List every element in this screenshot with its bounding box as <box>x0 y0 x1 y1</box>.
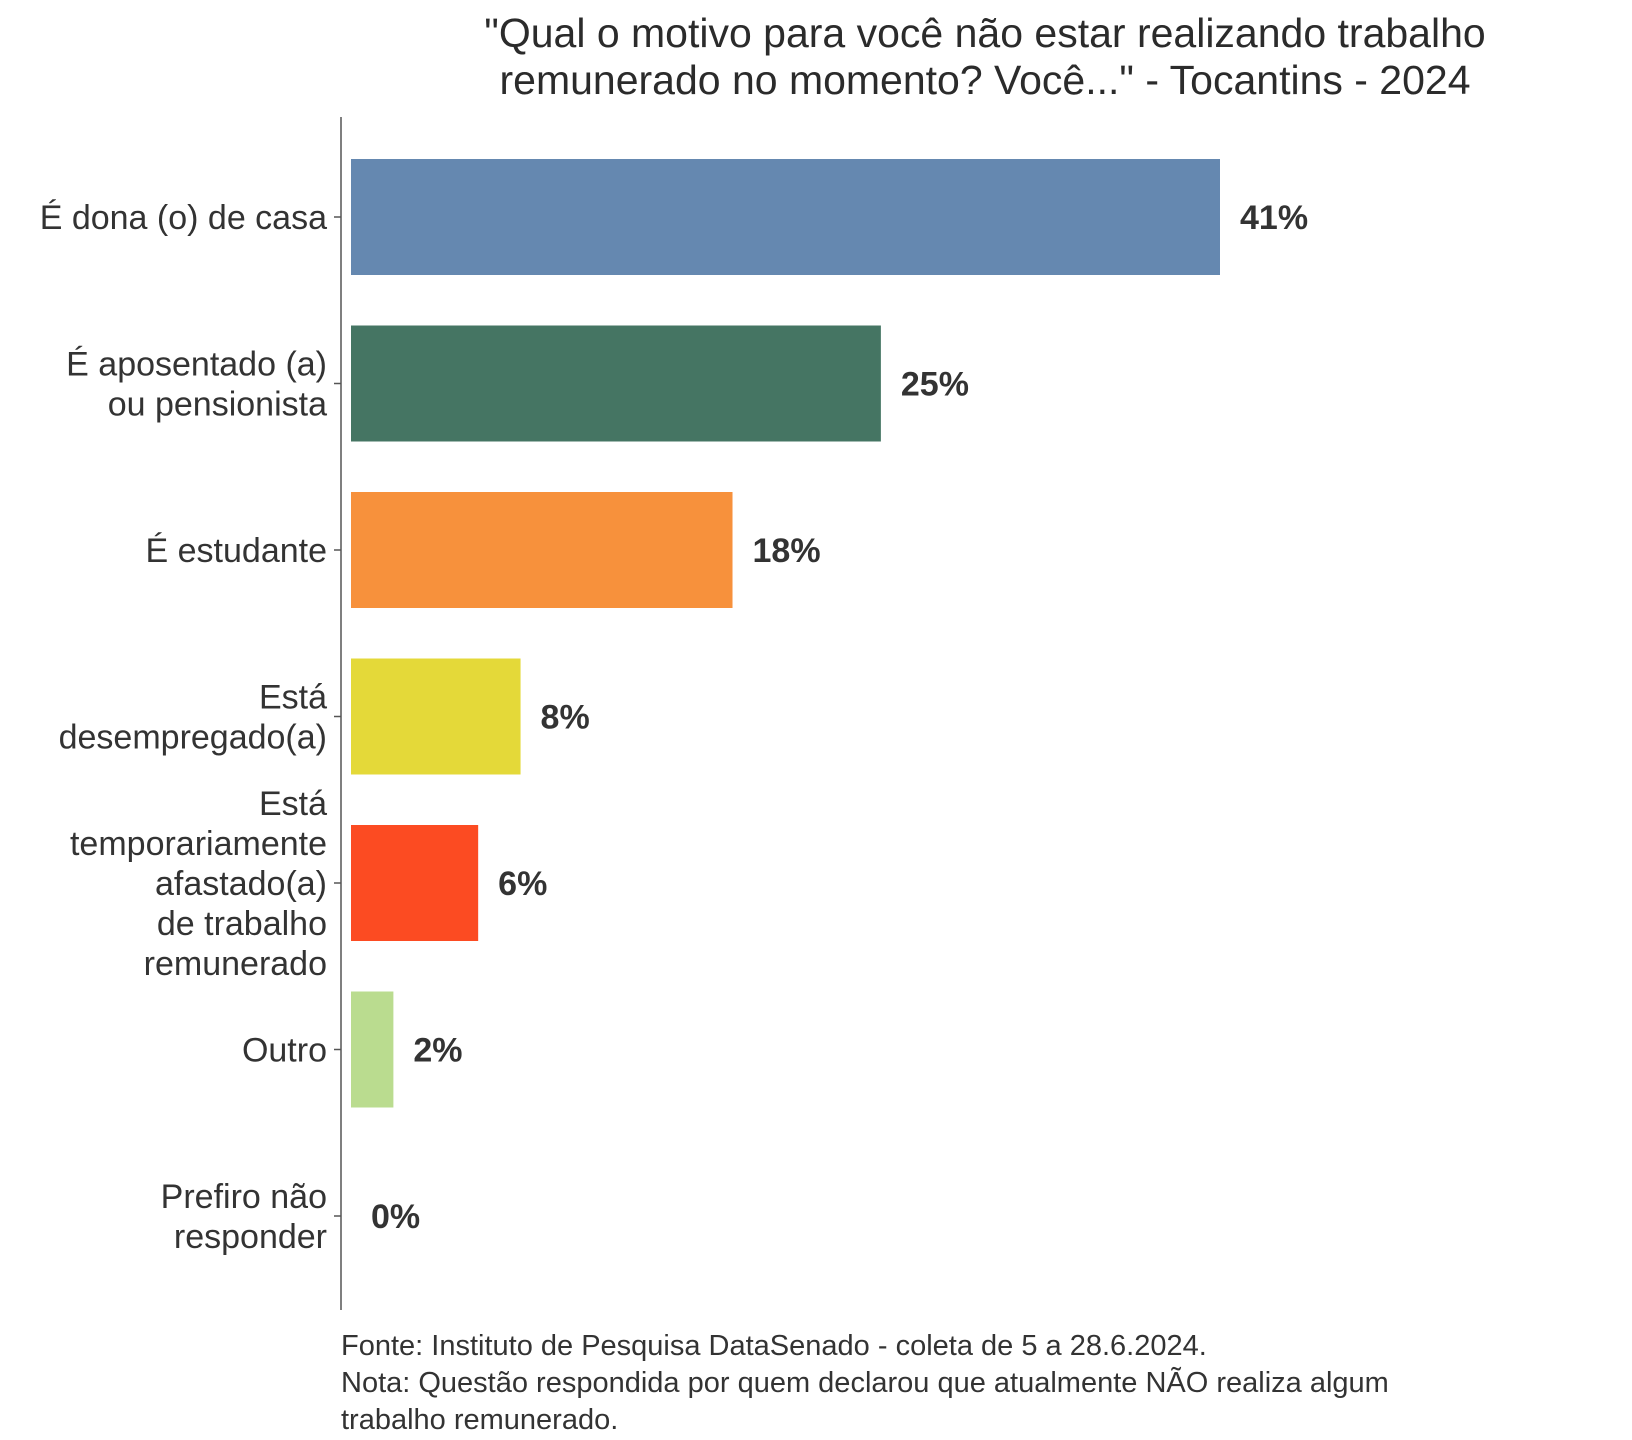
value-label-6: 0% <box>371 1198 420 1236</box>
category-label-5-line-0: Outro <box>242 1032 327 1070</box>
footnote-line-1: Nota: Questão respondida por quem declar… <box>341 1367 1389 1399</box>
category-label-4-line-4: remunerado <box>144 945 327 983</box>
category-label-3-line-1: desempregado(a) <box>59 719 327 757</box>
category-label-4-line-1: temporariamente <box>70 825 327 863</box>
value-label-4: 6% <box>498 865 547 903</box>
value-label-1: 25% <box>901 366 969 404</box>
category-label-6-line-1: responder <box>174 1218 327 1256</box>
category-label-3-line-0: Está <box>259 679 327 717</box>
chart-title-line-2: remunerado no momento? Você..." - Tocant… <box>499 57 1471 103</box>
value-label-3: 8% <box>541 699 590 737</box>
category-label-1-line-1: ou pensionista <box>108 386 327 424</box>
category-label-1-line-0: É aposentado (a) <box>66 346 327 384</box>
bar-5 <box>351 991 394 1108</box>
bar-1 <box>351 325 881 442</box>
chart-footer: Fonte: Instituto de Pesquisa DataSenado … <box>341 1328 1389 1439</box>
bar-2 <box>351 492 733 608</box>
category-label-4-line-3: de trabalho <box>157 905 327 943</box>
category-label-4-line-0: Está <box>259 785 327 823</box>
source-note: Fonte: Instituto de Pesquisa DataSenado … <box>341 1330 1207 1362</box>
category-label-0-line-0: É dona (o) de casa <box>40 199 327 237</box>
category-label-4-line-2: afastado(a) <box>155 865 327 903</box>
value-label-5: 2% <box>413 1032 462 1070</box>
bar-3 <box>351 658 521 775</box>
bar-chart: 41% É dona (o) de casa 25% É aposentado (a)… <box>40 117 1308 1310</box>
category-label-2-line-0: É estudante <box>146 532 327 570</box>
value-label-0: 41% <box>1240 199 1308 237</box>
bar-0 <box>351 159 1220 275</box>
chart-title: "Qual o motivo para você não estar reali… <box>340 10 1630 104</box>
bar-4 <box>351 825 479 941</box>
bars-group: 41% É dona (o) de casa 25% É aposentado (a)… <box>40 159 1308 1256</box>
footnote-line-2: trabalho remunerado. <box>341 1404 619 1436</box>
category-label-6-line-0: Prefiro não <box>161 1178 327 1216</box>
chart-title-line-1: "Qual o motivo para você não estar reali… <box>484 10 1486 56</box>
value-label-2: 18% <box>753 532 821 570</box>
